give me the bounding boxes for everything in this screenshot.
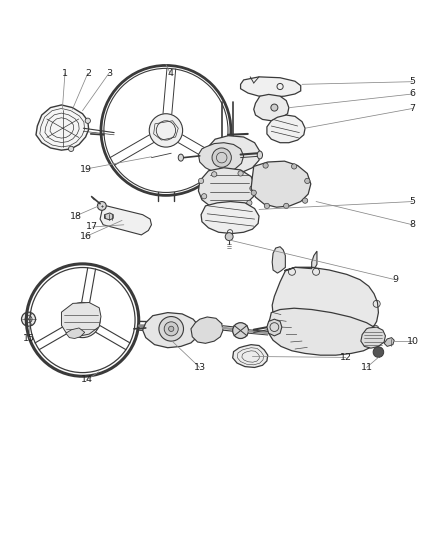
Circle shape	[21, 312, 35, 326]
Circle shape	[302, 198, 307, 203]
Polygon shape	[142, 312, 199, 348]
Circle shape	[211, 172, 216, 177]
Polygon shape	[272, 268, 378, 339]
Polygon shape	[201, 201, 258, 233]
Polygon shape	[267, 308, 379, 355]
Ellipse shape	[257, 151, 262, 159]
Text: 3: 3	[106, 69, 112, 78]
Circle shape	[85, 118, 90, 123]
Circle shape	[201, 193, 206, 199]
Polygon shape	[240, 77, 300, 97]
Circle shape	[225, 233, 233, 240]
Polygon shape	[383, 337, 393, 346]
Circle shape	[262, 163, 268, 168]
Text: 16: 16	[79, 232, 92, 241]
Polygon shape	[253, 94, 288, 121]
Polygon shape	[205, 136, 259, 173]
Polygon shape	[266, 319, 281, 336]
Circle shape	[198, 178, 203, 183]
Text: 8: 8	[409, 220, 415, 229]
Circle shape	[237, 171, 243, 176]
Polygon shape	[100, 205, 151, 235]
Circle shape	[149, 114, 182, 147]
Polygon shape	[104, 213, 113, 220]
Circle shape	[246, 200, 251, 206]
Circle shape	[168, 326, 173, 332]
Text: 1: 1	[62, 69, 68, 78]
Text: 18: 18	[69, 212, 81, 221]
Circle shape	[164, 322, 178, 336]
Text: 13: 13	[193, 363, 205, 372]
Text: 4: 4	[167, 69, 173, 78]
Polygon shape	[198, 168, 255, 209]
Text: 14: 14	[81, 375, 93, 384]
Circle shape	[232, 322, 248, 338]
Circle shape	[291, 164, 296, 169]
Text: 17: 17	[86, 222, 98, 231]
Polygon shape	[266, 115, 304, 143]
Polygon shape	[36, 105, 88, 150]
Polygon shape	[232, 345, 267, 367]
Polygon shape	[272, 247, 285, 273]
Text: 11: 11	[360, 363, 372, 372]
Circle shape	[372, 347, 383, 357]
Circle shape	[283, 203, 288, 208]
Polygon shape	[251, 161, 310, 207]
Polygon shape	[360, 327, 385, 348]
Text: 12: 12	[339, 353, 351, 362]
Circle shape	[220, 205, 225, 210]
Circle shape	[270, 104, 277, 111]
Text: 2: 2	[85, 69, 91, 78]
Text: 10: 10	[406, 337, 418, 345]
Polygon shape	[191, 317, 223, 343]
Text: 5: 5	[409, 197, 415, 206]
Circle shape	[251, 190, 256, 196]
Text: 7: 7	[409, 104, 415, 113]
Circle shape	[65, 303, 100, 337]
Circle shape	[212, 148, 231, 167]
Text: 15: 15	[22, 334, 35, 343]
Polygon shape	[284, 251, 316, 271]
Circle shape	[264, 203, 269, 208]
Polygon shape	[61, 303, 101, 337]
Polygon shape	[198, 143, 243, 172]
Circle shape	[159, 317, 183, 341]
Circle shape	[68, 146, 74, 151]
Circle shape	[97, 201, 106, 211]
Circle shape	[249, 185, 254, 191]
Ellipse shape	[178, 154, 183, 161]
Text: 9: 9	[391, 275, 397, 284]
Polygon shape	[66, 328, 85, 338]
Circle shape	[304, 178, 309, 183]
Text: 5: 5	[409, 77, 415, 86]
Text: 6: 6	[409, 90, 415, 99]
Text: 19: 19	[79, 165, 92, 174]
